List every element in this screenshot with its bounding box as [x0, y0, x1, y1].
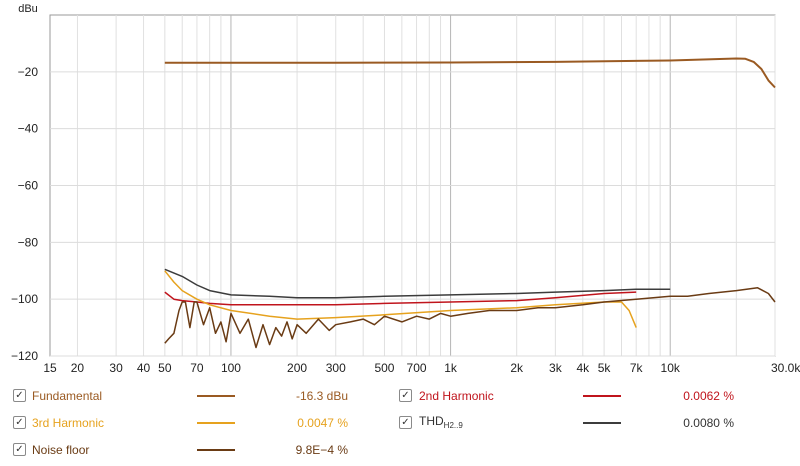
y-tick-label: −40 — [18, 122, 39, 136]
x-tick-label: 4k — [576, 361, 590, 375]
legend-value-3rd-harmonic: 0.0047 % — [297, 416, 348, 430]
legend-swatch-noise-floor — [197, 449, 235, 451]
second-harmonic-checkbox[interactable]: ✓ — [399, 389, 412, 402]
legend-value-thd: 0.0080 % — [683, 416, 734, 430]
x-tick-label: 15 — [43, 361, 57, 375]
x-tick-label: 300 — [326, 361, 346, 375]
x-tick-label: 700 — [407, 361, 427, 375]
series-line-thd — [164, 268, 671, 299]
series-line-fundamental — [164, 57, 776, 89]
x-tick-label: 2k — [510, 361, 524, 375]
x-tick-label: 200 — [287, 361, 307, 375]
x-tick-label: 100 — [221, 361, 241, 375]
x-tick-label: 30 — [109, 361, 123, 375]
x-tick-label: 30.0kHz — [771, 361, 800, 375]
x-tick-label: 1k — [444, 361, 458, 375]
x-tick-label: 10k — [661, 361, 681, 375]
x-tick-label: 3k — [549, 361, 563, 375]
legend-label-noise-floor: Noise floor — [32, 443, 90, 457]
y-tick-labels: −20 −40 −60 −80 −100 −120 — [11, 65, 38, 363]
legend-row-3: ✓ Noise floor 9.8E−4 % — [0, 440, 800, 462]
x-tick-label: 40 — [137, 361, 151, 375]
x-tick-label: 50 — [158, 361, 172, 375]
legend-label-thd: THDH2..9 — [419, 414, 463, 430]
noise-floor-checkbox[interactable]: ✓ — [13, 443, 26, 456]
legend-label-2nd-harmonic: 2nd Harmonic — [419, 389, 494, 403]
legend-row-2: ✓ 3rd Harmonic 0.0047 % ✓ THDH2..9 0.008… — [0, 413, 800, 435]
thd-checkbox[interactable]: ✓ — [399, 416, 412, 429]
x-tick-label: 20 — [71, 361, 85, 375]
legend-swatch-fundamental — [197, 395, 235, 397]
legend-row-1: ✓ Fundamental -16.3 dBu ✓ 2nd Harmonic 0… — [0, 386, 800, 408]
y-tick-label: −120 — [11, 349, 38, 363]
legend-value-fundamental: -16.3 dBu — [295, 389, 348, 403]
y-tick-label: −60 — [18, 179, 39, 193]
legend-value-2nd-harmonic: 0.0062 % — [683, 389, 734, 403]
grid — [50, 15, 776, 357]
series-line-2nd-harmonic — [164, 291, 637, 306]
x-tick-label: 5k — [598, 361, 612, 375]
x-tick-label: 500 — [374, 361, 394, 375]
legend-swatch-2nd-harmonic — [583, 395, 621, 397]
series-line-noise-floor — [164, 287, 776, 349]
legend-label-3rd-harmonic: 3rd Harmonic — [32, 416, 105, 430]
y-tick-label: −20 — [18, 65, 39, 79]
y-tick-label: −100 — [11, 292, 38, 306]
x-tick-label: 7k — [630, 361, 644, 375]
legend-value-noise-floor: 9.8E−4 % — [295, 443, 348, 457]
chart: dBu −20 −40 −60 −80 −100 −120 15 20 30 40 50 70 100… — [11, 3, 800, 375]
legend-label-fundamental: Fundamental — [32, 389, 103, 403]
y-tick-label: −80 — [18, 235, 39, 249]
series-layer — [164, 57, 776, 349]
y-axis-label: dBu — [18, 3, 38, 15]
legend-label-thd-main: THD — [419, 414, 444, 428]
third-harmonic-checkbox[interactable]: ✓ — [13, 416, 26, 429]
legend-swatch-thd — [583, 422, 621, 424]
legend-label-thd-sub: H2..9 — [443, 421, 463, 430]
x-tick-label: 70 — [190, 361, 204, 375]
fundamental-checkbox[interactable]: ✓ — [13, 389, 26, 402]
legend-swatch-3rd-harmonic — [197, 422, 235, 424]
x-tick-labels: 15 20 30 40 50 70 100 200 300 500 700 1k 2k 3k 4k 5k 7k 1… — [43, 361, 800, 375]
